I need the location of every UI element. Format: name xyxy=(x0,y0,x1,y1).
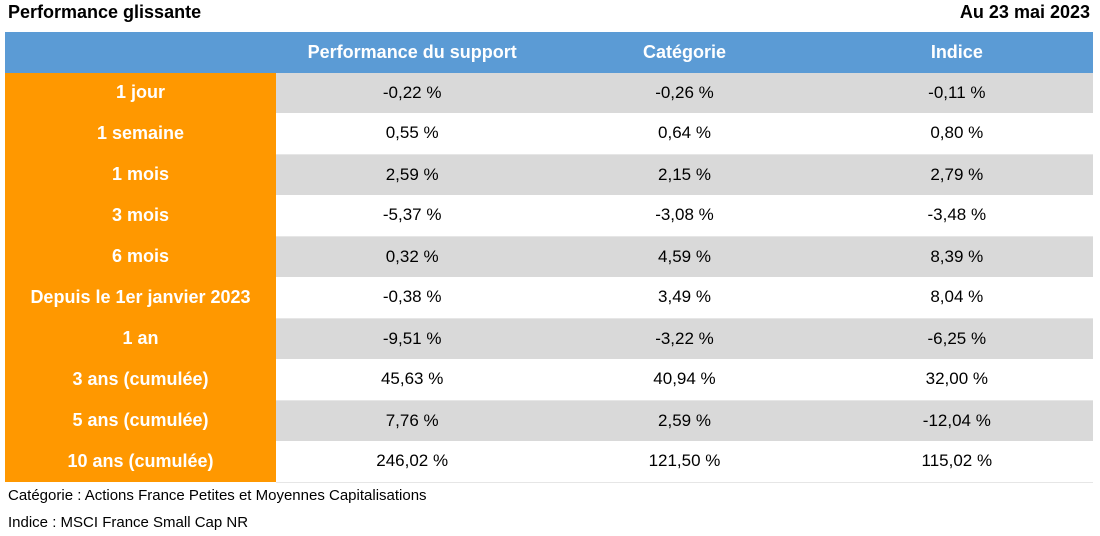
row-label: Depuis le 1er janvier 2023 xyxy=(5,277,277,318)
table-row: 1 semaine 0,55 % 0,64 % 0,80 % xyxy=(5,113,1093,155)
row-label: 3 mois xyxy=(5,195,277,236)
column-header-categorie: Catégorie xyxy=(548,32,821,73)
row-label: 5 ans (cumulée) xyxy=(5,400,277,441)
cell-indice: 2,79 % xyxy=(820,154,1093,195)
cell-categorie: 2,59 % xyxy=(548,400,821,441)
row-label: 6 mois xyxy=(5,236,277,277)
table-row: 10 ans (cumulée) 246,02 % 121,50 % 115,0… xyxy=(5,441,1093,483)
row-label: 1 semaine xyxy=(5,113,277,154)
table-row: 1 jour -0,22 % -0,26 % -0,11 % xyxy=(5,72,1093,113)
cell-categorie: -3,08 % xyxy=(548,195,821,237)
cell-support: -5,37 % xyxy=(276,195,549,237)
performance-table: Performance du support Catégorie Indice … xyxy=(5,32,1093,483)
row-label: 1 jour xyxy=(5,72,277,113)
cell-categorie: 0,64 % xyxy=(548,113,821,155)
cell-support: 246,02 % xyxy=(276,441,549,483)
cell-support: -0,38 % xyxy=(276,277,549,319)
cell-categorie: -3,22 % xyxy=(548,318,821,359)
cell-indice: 8,04 % xyxy=(820,277,1093,319)
footnote-categorie: Catégorie : Actions France Petites et Mo… xyxy=(8,487,427,504)
column-header-support: Performance du support xyxy=(276,32,549,73)
cell-indice: -3,48 % xyxy=(820,195,1093,237)
cell-indice: -12,04 % xyxy=(820,400,1093,441)
cell-indice: 0,80 % xyxy=(820,113,1093,155)
table-row: 5 ans (cumulée) 7,76 % 2,59 % -12,04 % xyxy=(5,400,1093,441)
table-row: 1 an -9,51 % -3,22 % -6,25 % xyxy=(5,318,1093,359)
cell-indice: 32,00 % xyxy=(820,359,1093,401)
row-label: 1 an xyxy=(5,318,277,359)
cell-support: -9,51 % xyxy=(276,318,549,359)
as-of-date: Au 23 mai 2023 xyxy=(959,2,1090,22)
cell-support: 45,63 % xyxy=(276,359,549,401)
section-title: Performance glissante xyxy=(8,2,202,22)
cell-support: 7,76 % xyxy=(276,400,549,441)
column-header-indice: Indice xyxy=(820,32,1093,73)
row-label: 1 mois xyxy=(5,154,277,195)
cell-indice: -6,25 % xyxy=(820,318,1093,359)
header-corner-cell xyxy=(5,32,277,73)
table-header-row: Performance du support Catégorie Indice xyxy=(5,32,1093,73)
cell-categorie: 2,15 % xyxy=(548,154,821,195)
cell-indice: 8,39 % xyxy=(820,236,1093,277)
cell-categorie: 3,49 % xyxy=(548,277,821,319)
cell-support: -0,22 % xyxy=(276,72,549,113)
cell-support: 2,59 % xyxy=(276,154,549,195)
cell-indice: -0,11 % xyxy=(820,72,1093,113)
cell-support: 0,32 % xyxy=(276,236,549,277)
table-row: 3 ans (cumulée) 45,63 % 40,94 % 32,00 % xyxy=(5,359,1093,401)
row-label: 10 ans (cumulée) xyxy=(5,441,277,482)
row-label: 3 ans (cumulée) xyxy=(5,359,277,400)
cell-categorie: 121,50 % xyxy=(548,441,821,483)
footnote-indice: Indice : MSCI France Small Cap NR xyxy=(8,514,249,531)
footnotes: Catégorie : Actions France Petites et Mo… xyxy=(8,482,427,536)
cell-indice: 115,02 % xyxy=(820,441,1093,483)
cell-support: 0,55 % xyxy=(276,113,549,155)
table-row: 3 mois -5,37 % -3,08 % -3,48 % xyxy=(5,195,1093,237)
cell-categorie: 40,94 % xyxy=(548,359,821,401)
table-row: 1 mois 2,59 % 2,15 % 2,79 % xyxy=(5,154,1093,195)
table-row: 6 mois 0,32 % 4,59 % 8,39 % xyxy=(5,236,1093,277)
cell-categorie: 4,59 % xyxy=(548,236,821,277)
table-row: Depuis le 1er janvier 2023 -0,38 % 3,49 … xyxy=(5,277,1093,319)
cell-categorie: -0,26 % xyxy=(548,72,821,113)
